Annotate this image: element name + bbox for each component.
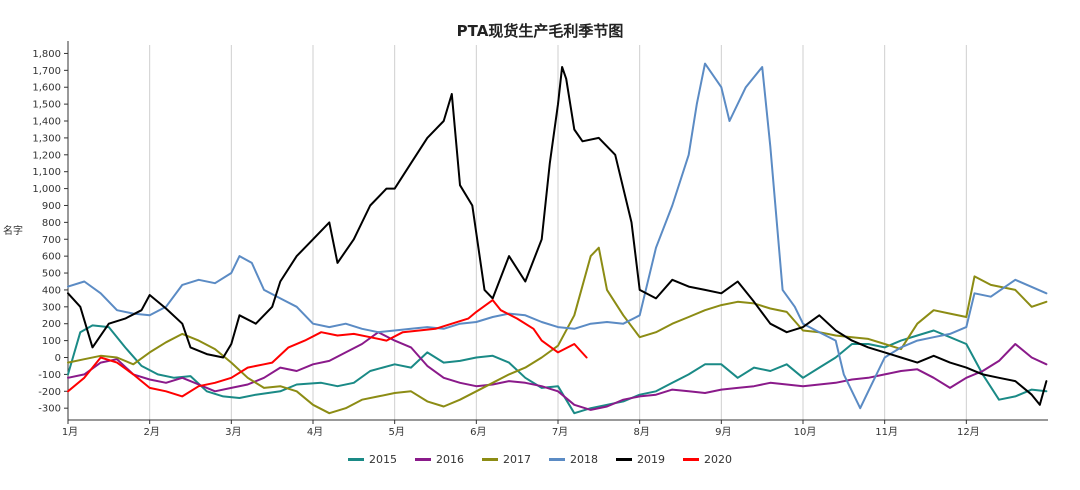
y-tick-label: 1,000 xyxy=(32,184,61,195)
legend-label: 2015 xyxy=(369,453,397,466)
x-tick-label: 5月 xyxy=(388,426,404,438)
legend-swatch xyxy=(549,458,565,461)
x-tick-label: 8月 xyxy=(633,426,649,438)
y-axis-label: 名字 xyxy=(3,226,23,237)
legend-item-2020[interactable]: 2020 xyxy=(683,453,732,466)
legend-label: 2020 xyxy=(704,453,732,466)
x-tick-label: 1月 xyxy=(62,426,78,438)
y-tick-label: -200 xyxy=(38,387,61,398)
series-line-2020 xyxy=(67,299,588,398)
legend-swatch xyxy=(683,458,699,461)
x-tick-label: 4月 xyxy=(307,426,323,438)
y-tick-label: 700 xyxy=(42,235,61,246)
y-tick-label: 900 xyxy=(42,201,61,212)
chart-title: PTA现货生产毛利季节图 xyxy=(456,22,624,40)
x-tick-label: 12月 xyxy=(957,426,980,438)
y-tick-label: 1,300 xyxy=(32,133,61,144)
y-tick-label: 1,400 xyxy=(32,117,61,128)
y-tick-label: 100 xyxy=(42,336,61,347)
y-tick-label: 600 xyxy=(42,252,61,263)
legend-item-2017[interactable]: 2017 xyxy=(482,453,531,466)
legend-swatch xyxy=(415,458,431,461)
legend-item-2019[interactable]: 2019 xyxy=(616,453,665,466)
legend-label: 2017 xyxy=(503,453,531,466)
series-line-2019 xyxy=(67,66,1048,406)
y-tick-label: 1,200 xyxy=(32,150,61,161)
y-tick-label: 400 xyxy=(42,285,61,296)
x-tick-label: 7月 xyxy=(552,426,568,438)
series-line-2016 xyxy=(67,331,1048,411)
legend-swatch xyxy=(482,458,498,461)
y-tick-label: -300 xyxy=(38,404,61,415)
y-tick-label: 0 xyxy=(55,353,61,364)
y-tick-label: 800 xyxy=(42,218,61,229)
y-tick-label: 200 xyxy=(42,319,61,330)
series-line-2018 xyxy=(67,62,1048,410)
y-tick-label: 300 xyxy=(42,302,61,313)
x-tick-label: 9月 xyxy=(715,426,731,438)
y-tick-label: 1,700 xyxy=(32,66,61,77)
y-tick-label: -100 xyxy=(38,370,61,381)
legend-item-2016[interactable]: 2016 xyxy=(415,453,464,466)
legend: 2015 2016 2017 2018 2019 2020 xyxy=(0,453,1080,466)
series-line-2015 xyxy=(67,324,1048,415)
y-tick-label: 500 xyxy=(42,269,61,280)
series-line-2017 xyxy=(67,246,1048,415)
y-tick-label: 1,100 xyxy=(32,167,61,178)
y-tick-label: 1,600 xyxy=(32,83,61,94)
y-tick-label: 1,800 xyxy=(32,49,61,60)
legend-label: 2019 xyxy=(637,453,665,466)
legend-swatch xyxy=(348,458,364,461)
x-tick-label: 10月 xyxy=(794,426,817,438)
legend-label: 2018 xyxy=(570,453,598,466)
x-tick-label: 2月 xyxy=(143,426,159,438)
y-tick-label: 1,500 xyxy=(32,100,61,111)
x-tick-label: 3月 xyxy=(225,426,241,438)
x-tick-label: 6月 xyxy=(470,426,486,438)
legend-item-2015[interactable]: 2015 xyxy=(348,453,397,466)
legend-swatch xyxy=(616,458,632,461)
legend-item-2018[interactable]: 2018 xyxy=(549,453,598,466)
x-tick-label: 11月 xyxy=(875,426,898,438)
legend-label: 2016 xyxy=(436,453,464,466)
